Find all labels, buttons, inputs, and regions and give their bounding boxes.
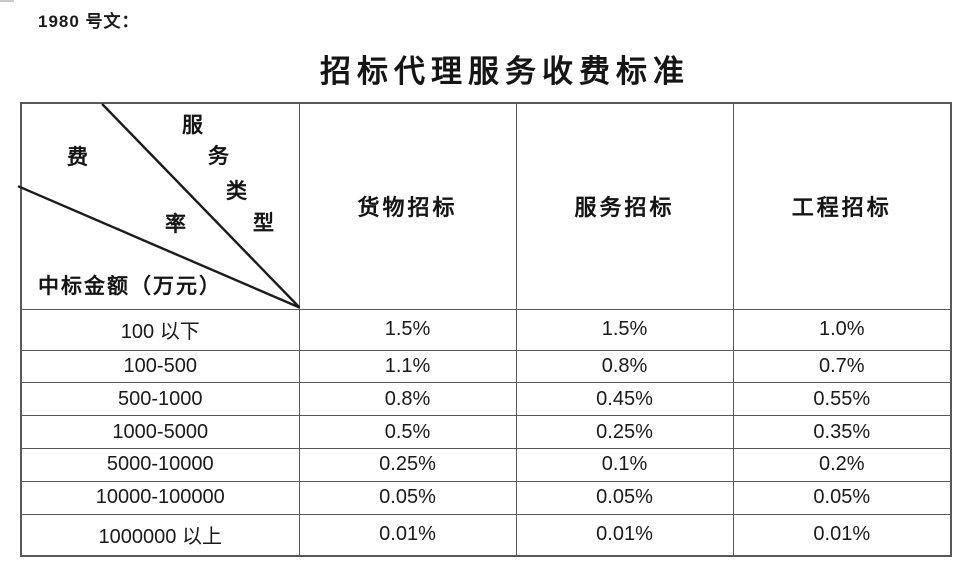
col-header-goods: 货物招标 [298,102,517,310]
service-type-char-3: 类 [226,179,247,203]
fee-rate-char-1: 费 [67,145,88,169]
amount-range-cell: 100-500 [20,349,300,384]
amount-range-cell: 100 以下 [20,308,300,351]
fee-standard-table: 服 务 类 型 费 率 中标金额（万元） 货物招标 服务招标 工程招标 100 … [17,102,952,557]
rate-cell: 1.1% [298,349,517,384]
rate-cell: 0.2% [732,448,952,482]
page-title: 招标代理服务收费标准 [320,54,690,89]
rate-cell: 0.55% [732,382,952,417]
service-type-char-4: 型 [253,211,274,235]
col-header-services: 服务招标 [515,102,734,310]
amount-range-cell: 1000000 以上 [20,513,300,557]
table-row: 100 以下 1.5% 1.5% 1.0% [20,308,952,351]
rate-cell: 0.05% [298,480,517,515]
row-axis-label: 中标金额（万元） [38,274,222,298]
rate-cell: 0.25% [298,448,517,482]
amount-range-cell: 500-1000 [20,382,300,417]
rate-cell: 0.5% [298,415,517,450]
document-number: 1980 号文： [38,12,140,31]
rate-cell: 0.25% [515,415,734,450]
rate-cell: 0.01% [732,513,952,557]
rate-cell: 0.8% [298,382,517,417]
rate-cell: 1.5% [298,308,517,351]
rate-cell: 0.01% [298,513,517,557]
rate-cell: 0.1% [515,448,734,482]
col-header-engineering: 工程招标 [732,102,952,310]
fee-rate-char-2: 率 [165,212,186,236]
rate-cell: 0.05% [515,480,734,515]
rate-cell: 0.45% [515,382,734,417]
amount-range-cell: 5000-10000 [20,448,300,482]
amount-range-cell: 10000-100000 [20,480,300,515]
rate-cell: 0.8% [515,349,734,384]
scan-artifact [0,0,14,2]
table-row: 10000-100000 0.05% 0.05% 0.05% [20,480,952,515]
table-row: 5000-10000 0.25% 0.1% 0.2% [20,448,952,482]
rate-cell: 0.01% [515,513,734,557]
rate-cell: 0.05% [732,480,952,515]
diagonal-corner-cell: 服 务 类 型 费 率 中标金额（万元） [17,102,301,310]
amount-range-cell: 1000-5000 [20,415,300,450]
rate-cell: 1.0% [732,308,952,351]
table-header-row: 服 务 类 型 费 率 中标金额（万元） 货物招标 服务招标 工程招标 [17,102,952,310]
table-row: 100-500 1.1% 0.8% 0.7% [20,349,952,384]
table-row: 500-1000 0.8% 0.45% 0.55% [20,382,952,417]
diagonal-lines [17,103,301,309]
table-row: 1000-5000 0.5% 0.25% 0.35% [20,415,952,450]
rate-cell: 1.5% [515,308,734,351]
rate-cell: 0.7% [732,349,952,384]
table-row: 1000000 以上 0.01% 0.01% 0.01% [20,513,952,557]
service-type-char-2: 务 [208,144,229,168]
service-type-char-1: 服 [182,113,203,137]
rate-cell: 0.35% [732,415,952,450]
